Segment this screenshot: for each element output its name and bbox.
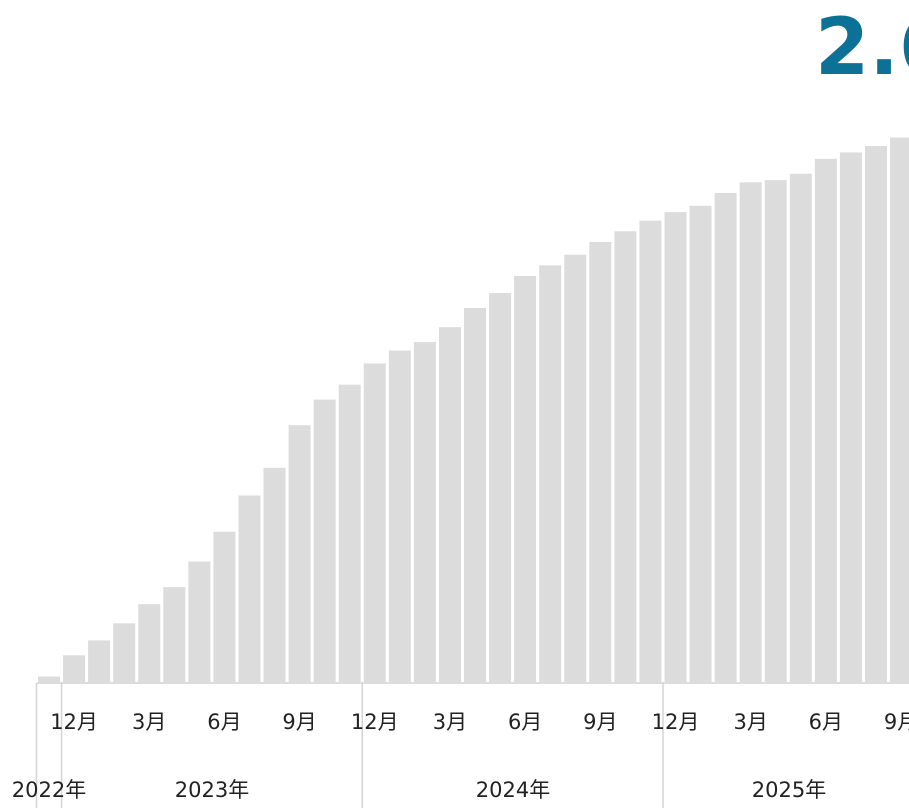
bar-2025-01 — [689, 205, 712, 683]
x-tick-label: 12月 — [652, 710, 700, 734]
bar-2025-05 — [789, 173, 812, 683]
bar-2024-05 — [489, 293, 512, 683]
year-label: 2023年 — [175, 778, 249, 802]
bars-group — [38, 137, 909, 684]
month-tick-labels: 12月 3月 6月 9月 12月 3月 6月 9月 12月 3月 6月 9月 — [50, 710, 909, 734]
x-tick-label: 12月 — [351, 710, 399, 734]
bar-2024-02 — [413, 342, 436, 683]
bar-2023-07 — [238, 495, 261, 683]
x-tick-label: 6月 — [207, 710, 241, 734]
bar-2023-05 — [188, 561, 211, 683]
x-tick-label: 12月 — [50, 710, 98, 734]
bar-2023-04 — [163, 587, 186, 683]
bar-2024-11 — [639, 220, 662, 683]
year-dividers — [35, 683, 664, 808]
bar-2024-07 — [539, 265, 562, 683]
year-label: 2025年 — [752, 778, 826, 802]
bar-2024-09 — [589, 241, 612, 683]
bar-2025-02 — [714, 192, 737, 684]
bar-2025-06 — [814, 158, 837, 683]
bar-2023-01 — [88, 640, 111, 683]
bar-2023-06 — [213, 531, 236, 683]
bar-2025-04 — [764, 180, 787, 683]
x-tick-label: 6月 — [508, 710, 542, 734]
bar-2023-03 — [138, 604, 161, 683]
bar-2025-03 — [739, 182, 762, 683]
x-tick-label: 3月 — [733, 710, 767, 734]
bar-2024-10 — [614, 231, 637, 683]
bar-2022-12 — [63, 655, 86, 683]
headline-value: 2.6 — [815, 3, 909, 93]
year-label: 2024年 — [476, 778, 550, 802]
x-tick-label: 3月 — [132, 710, 166, 734]
bar-2023-10 — [313, 399, 336, 683]
bar-2024-06 — [514, 276, 537, 683]
bar-2024-12 — [664, 212, 687, 683]
bar-2024-08 — [564, 254, 587, 683]
bar-2023-08 — [263, 467, 286, 683]
x-tick-label: 3月 — [433, 710, 467, 734]
x-tick-label: 9月 — [583, 710, 617, 734]
bar-2025-07 — [839, 152, 862, 683]
bar-2023-09 — [288, 425, 311, 683]
bar-2024-03 — [438, 327, 461, 683]
bar-2023-02 — [113, 623, 136, 683]
bar-2024-04 — [464, 307, 487, 683]
x-tick-label: 9月 — [884, 710, 909, 734]
bar-2024-01 — [388, 350, 411, 683]
x-tick-label: 6月 — [809, 710, 843, 734]
bar-2023-11 — [338, 384, 361, 683]
bar-2025-08 — [864, 146, 887, 684]
year-label: 2022年 — [12, 778, 86, 802]
x-tick-label: 9月 — [282, 710, 316, 734]
bar-2023-12 — [363, 363, 386, 683]
bar-2022-11 — [38, 676, 60, 683]
bar-2025-09 — [890, 137, 909, 683]
year-labels: 2022年 2023年 2024年 2025年 — [12, 778, 826, 802]
